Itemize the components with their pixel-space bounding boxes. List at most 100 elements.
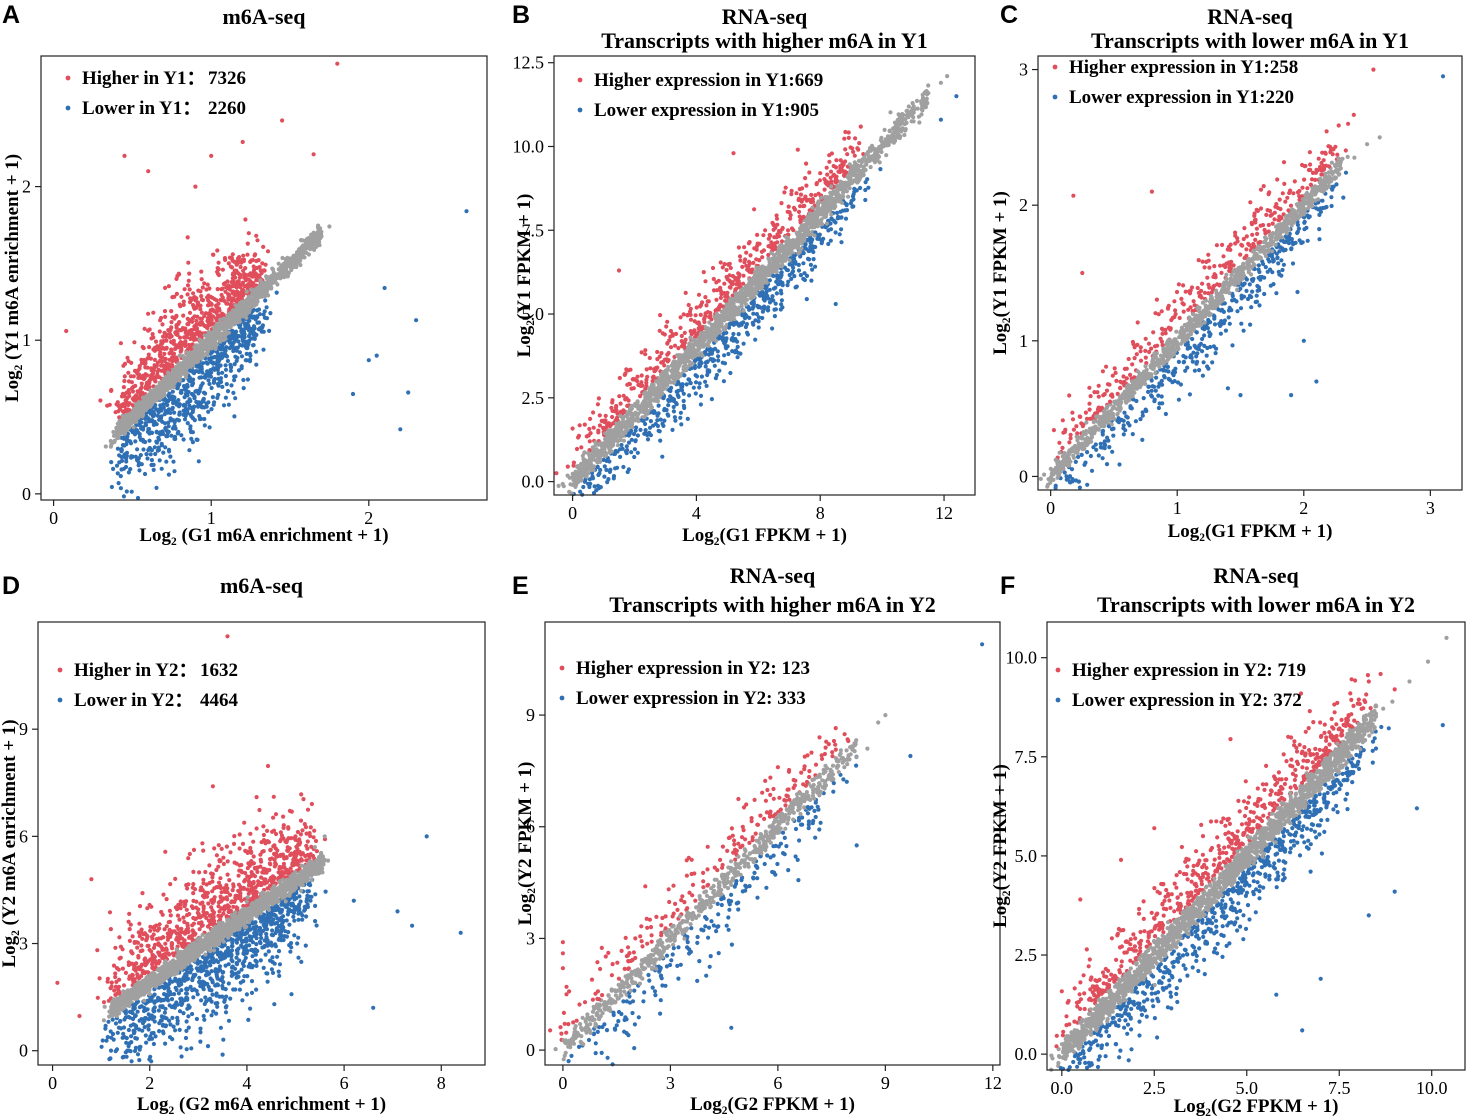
data-point bbox=[195, 355, 200, 360]
scatter-points bbox=[554, 74, 959, 497]
data-point bbox=[190, 352, 195, 357]
data-point bbox=[260, 325, 265, 330]
data-point bbox=[685, 416, 690, 421]
data-point bbox=[199, 269, 204, 274]
data-point bbox=[257, 312, 262, 317]
data-point bbox=[743, 324, 749, 330]
data-point bbox=[205, 316, 210, 321]
data-point bbox=[179, 433, 184, 438]
data-point bbox=[618, 401, 623, 406]
data-point bbox=[157, 346, 162, 351]
data-point bbox=[588, 431, 593, 436]
data-point bbox=[681, 312, 686, 317]
data-point bbox=[231, 289, 236, 294]
data-point bbox=[223, 373, 228, 379]
data-point bbox=[207, 302, 212, 308]
data-point bbox=[780, 225, 785, 231]
data-point bbox=[204, 360, 209, 365]
data-point bbox=[710, 358, 716, 364]
data-point bbox=[115, 446, 120, 451]
data-point bbox=[177, 328, 182, 333]
data-point bbox=[681, 398, 686, 404]
data-point bbox=[744, 263, 749, 268]
data-point bbox=[187, 403, 192, 408]
data-point bbox=[151, 310, 156, 315]
data-point bbox=[216, 260, 221, 265]
data-point bbox=[183, 410, 188, 415]
data-point bbox=[108, 444, 113, 449]
data-point bbox=[124, 459, 129, 464]
data-point bbox=[782, 190, 787, 195]
data-point bbox=[158, 318, 163, 323]
data-point bbox=[124, 450, 130, 455]
data-point bbox=[834, 210, 840, 215]
data-point bbox=[205, 369, 210, 374]
data-point bbox=[716, 278, 721, 283]
data-point bbox=[679, 339, 684, 344]
data-point bbox=[146, 355, 151, 361]
data-point bbox=[232, 268, 237, 273]
data-point bbox=[678, 410, 684, 415]
data-point bbox=[201, 390, 207, 395]
data-point bbox=[789, 188, 794, 193]
data-point bbox=[135, 368, 140, 373]
data-point bbox=[164, 434, 169, 439]
data-point bbox=[144, 452, 149, 457]
data-point bbox=[170, 373, 175, 378]
data-point bbox=[730, 280, 735, 285]
data-point bbox=[187, 448, 192, 453]
data-point bbox=[194, 360, 199, 365]
data-point bbox=[204, 401, 209, 406]
data-point bbox=[158, 417, 163, 422]
data-point bbox=[311, 230, 316, 235]
data-point bbox=[748, 253, 753, 258]
data-point bbox=[185, 235, 190, 240]
data-point bbox=[148, 452, 153, 457]
data-point bbox=[289, 267, 294, 273]
data-point bbox=[618, 447, 623, 452]
data-point bbox=[280, 118, 285, 123]
data-point bbox=[197, 333, 202, 338]
data-point bbox=[211, 252, 216, 257]
data-point bbox=[233, 308, 238, 313]
data-point bbox=[225, 319, 230, 325]
data-point bbox=[126, 470, 131, 475]
data-point bbox=[255, 238, 260, 243]
legend-count: 7326 bbox=[208, 68, 246, 89]
data-point bbox=[596, 396, 602, 401]
data-point bbox=[167, 331, 172, 337]
data-point bbox=[121, 454, 126, 459]
data-point bbox=[190, 409, 195, 415]
data-point bbox=[177, 410, 182, 415]
data-point bbox=[195, 437, 200, 442]
data-point bbox=[170, 395, 175, 400]
data-point bbox=[197, 414, 202, 419]
data-point bbox=[140, 437, 145, 442]
data-point bbox=[720, 335, 725, 340]
data-point bbox=[199, 277, 204, 282]
data-point bbox=[162, 370, 168, 375]
data-point bbox=[286, 261, 291, 266]
data-point bbox=[760, 255, 765, 260]
data-point bbox=[723, 344, 728, 350]
data-point bbox=[810, 199, 816, 204]
data-point bbox=[254, 258, 259, 264]
data-point bbox=[238, 342, 243, 348]
data-point bbox=[193, 369, 198, 374]
data-point bbox=[756, 325, 761, 330]
data-point bbox=[220, 370, 225, 375]
data-point bbox=[114, 463, 120, 468]
data-point bbox=[207, 425, 212, 430]
data-point bbox=[642, 431, 647, 436]
data-point bbox=[744, 250, 749, 255]
data-point bbox=[172, 410, 177, 415]
data-point bbox=[202, 423, 207, 428]
data-point bbox=[724, 267, 729, 273]
data-point bbox=[121, 363, 126, 368]
data-point bbox=[170, 380, 175, 385]
data-point bbox=[156, 435, 161, 440]
data-point bbox=[202, 416, 207, 422]
chart-title: m6A-seq bbox=[222, 4, 306, 29]
data-point bbox=[771, 286, 777, 291]
data-point bbox=[196, 350, 201, 356]
